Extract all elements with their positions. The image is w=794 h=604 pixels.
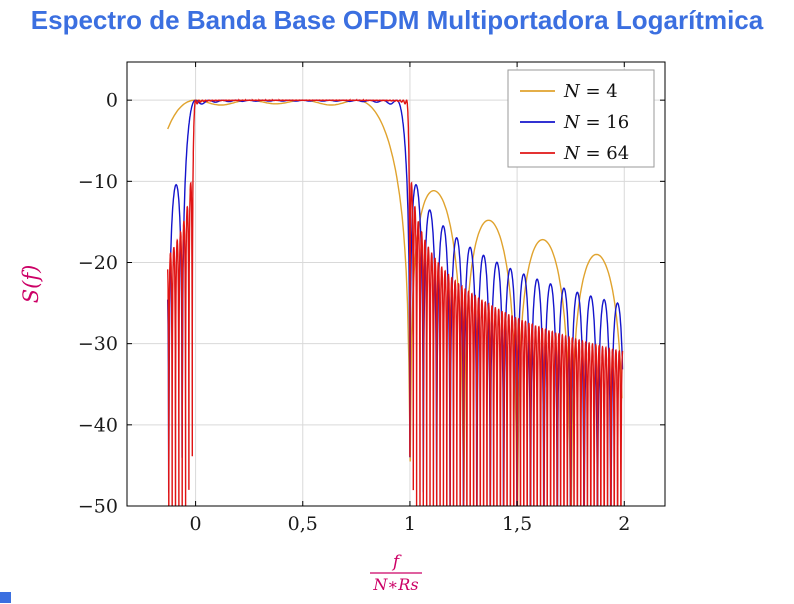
x-tick-label: 1,5 — [502, 513, 532, 535]
corner-mark — [0, 592, 11, 603]
x-tick-label: 0 — [190, 513, 202, 535]
x-tick-label: 0,5 — [288, 513, 318, 535]
series-line-N64 — [167, 98, 624, 506]
x-tick-label: 1 — [404, 513, 416, 535]
legend-box — [507, 69, 655, 168]
y-axis-label: S(f) — [19, 265, 43, 304]
y-tick-label: −20 — [78, 252, 118, 274]
y-tick-label: −30 — [78, 333, 118, 355]
axis-frame — [126, 61, 666, 507]
y-tick-label: 0 — [106, 90, 118, 112]
legend-label: N = 64 — [563, 143, 629, 164]
tick-labels: 0 0,5 1 1,5 2 0 −10 −20 −30 −40 −50 — [78, 90, 630, 535]
chart-title: Espectro de Banda Base OFDM Multiportado… — [30, 5, 764, 35]
y-tick-label: −50 — [78, 496, 118, 518]
legend-label: N = 4 — [563, 81, 618, 102]
legend: N = 4 N = 16 N = 64 — [507, 69, 655, 168]
x-axis-label: f N∗Rs — [370, 552, 422, 594]
ticks — [127, 62, 665, 507]
svg-text:f: f — [391, 552, 402, 572]
y-tick-label: −10 — [78, 171, 118, 193]
svg-text:N∗Rs: N∗Rs — [372, 575, 418, 594]
x-tick-label: 2 — [618, 513, 630, 535]
curves — [167, 98, 624, 506]
legend-label: N = 16 — [563, 112, 629, 133]
y-tick-label: −40 — [78, 414, 118, 436]
